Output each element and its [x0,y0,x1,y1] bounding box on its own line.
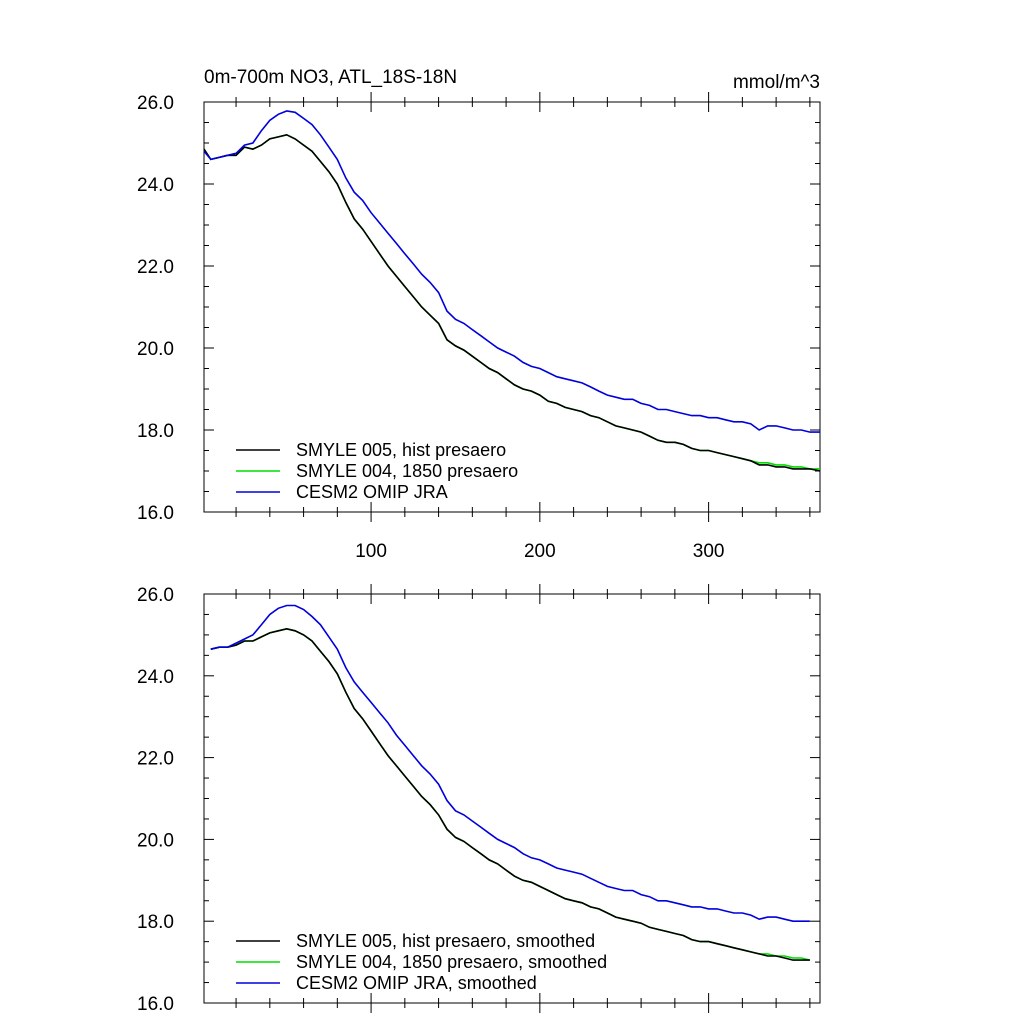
series-line-2 [203,110,820,433]
y-tick-label: 24.0 [137,667,174,688]
y-tick-label: 20.0 [137,339,174,360]
y-tick-label: 26.0 [137,585,174,606]
chart-title: 0m-700m NO3, ATL_18S-18N [204,67,457,88]
y-tick-label: 22.0 [137,257,174,278]
y-tick-label: 16.0 [137,994,174,1015]
x-tick-label: 200 [524,541,556,562]
series-line-0 [210,627,810,961]
legend-label: SMYLE 004, 1850 presaero, smoothed [296,952,607,972]
chart-units: mmol/m^3 [733,72,820,93]
legend-label: SMYLE 005, hist presaero, smoothed [296,931,595,951]
legend-label: CESM2 OMIP JRA [296,482,448,502]
series-line-0 [203,133,821,472]
series-line-1 [203,133,820,470]
x-tick-label: 300 [693,541,725,562]
series-line-2 [210,604,810,922]
legend-label: SMYLE 005, hist presaero [296,440,506,460]
legend-label: CESM2 OMIP JRA, smoothed [296,973,537,993]
y-tick-label: 20.0 [137,830,174,851]
y-tick-label: 24.0 [137,175,174,196]
y-tick-label: 16.0 [137,503,174,524]
y-tick-label: 18.0 [137,421,174,442]
y-tick-label: 22.0 [137,749,174,770]
legend-label: SMYLE 004, 1850 presaero [296,461,518,481]
x-tick-label: 100 [355,541,387,562]
y-tick-label: 18.0 [137,912,174,933]
y-tick-label: 26.0 [137,93,174,114]
top-panel: 16.0 18.0 20.0 22.0 24.0 26.0 100 200 300 SMYLE 0… [137,92,821,562]
bottom-panel: 16.0 18.0 20.0 22.0 24.0 26.0 SMYLE 005, hist … [137,584,821,1015]
